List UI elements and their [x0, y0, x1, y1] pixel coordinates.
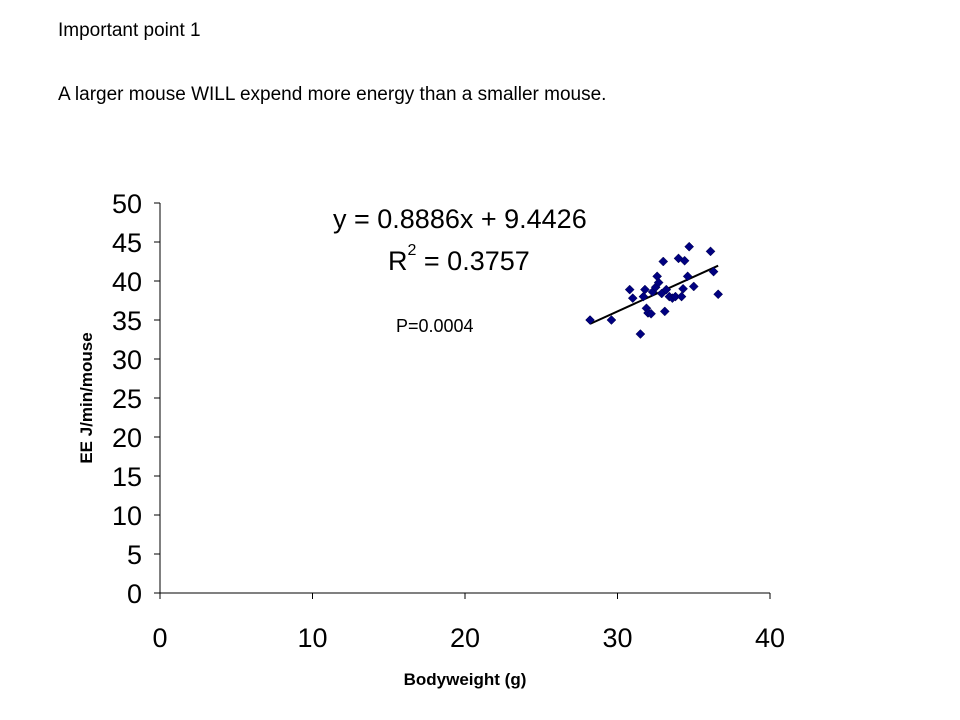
data-point	[646, 308, 656, 319]
data-point	[606, 315, 617, 325]
y-tick-label: 15	[112, 462, 142, 492]
x-tick-label: 40	[755, 623, 785, 653]
data-point	[676, 291, 687, 302]
data-point	[713, 289, 724, 300]
slide-body-text: A larger mouse WILL expend more energy t…	[58, 84, 607, 105]
data-point	[688, 281, 699, 292]
r-squared-value: = 0.3757	[416, 246, 529, 276]
r-squared-label: R2 = 0.3757	[388, 242, 530, 276]
data-point	[624, 284, 635, 295]
data-point	[684, 241, 695, 252]
y-axis-title: EE J/min/mouse	[77, 332, 96, 463]
y-tick-label: 45	[112, 228, 142, 258]
x-tick-label: 10	[297, 623, 327, 653]
y-tick-label: 40	[112, 267, 142, 297]
y-tick-label: 0	[127, 579, 142, 609]
data-point	[658, 256, 669, 267]
data-point	[708, 266, 719, 277]
y-tick-label: 30	[112, 345, 142, 375]
y-tick-label: 5	[127, 540, 142, 570]
data-point	[679, 255, 690, 266]
slide-heading: Important point 1	[58, 20, 201, 41]
y-tick-label: 35	[112, 306, 142, 336]
y-tick-label: 20	[112, 423, 142, 453]
r-squared-exponent: 2	[408, 242, 417, 259]
data-point	[640, 284, 650, 295]
y-tick-label: 10	[112, 501, 142, 531]
y-tick-label: 50	[112, 189, 142, 219]
x-tick-label: 30	[602, 623, 632, 653]
x-tick-label: 20	[450, 623, 480, 653]
trendline-equation: y = 0.8886x + 9.4426	[333, 204, 587, 234]
data-point	[659, 306, 670, 317]
data-point	[678, 283, 688, 294]
data-point	[585, 315, 595, 325]
data-point	[705, 246, 716, 257]
data-point	[635, 329, 646, 339]
y-tick-label: 25	[112, 384, 142, 414]
x-axis-title: Bodyweight (g)	[404, 670, 527, 689]
x-tick-label: 0	[152, 623, 167, 653]
data-point	[653, 277, 664, 288]
p-value-label: P=0.0004	[396, 316, 474, 336]
data-point	[627, 293, 638, 304]
data-point	[682, 271, 693, 282]
data-point	[638, 291, 649, 302]
data-point	[661, 284, 672, 295]
r-squared-prefix: R	[388, 246, 408, 276]
